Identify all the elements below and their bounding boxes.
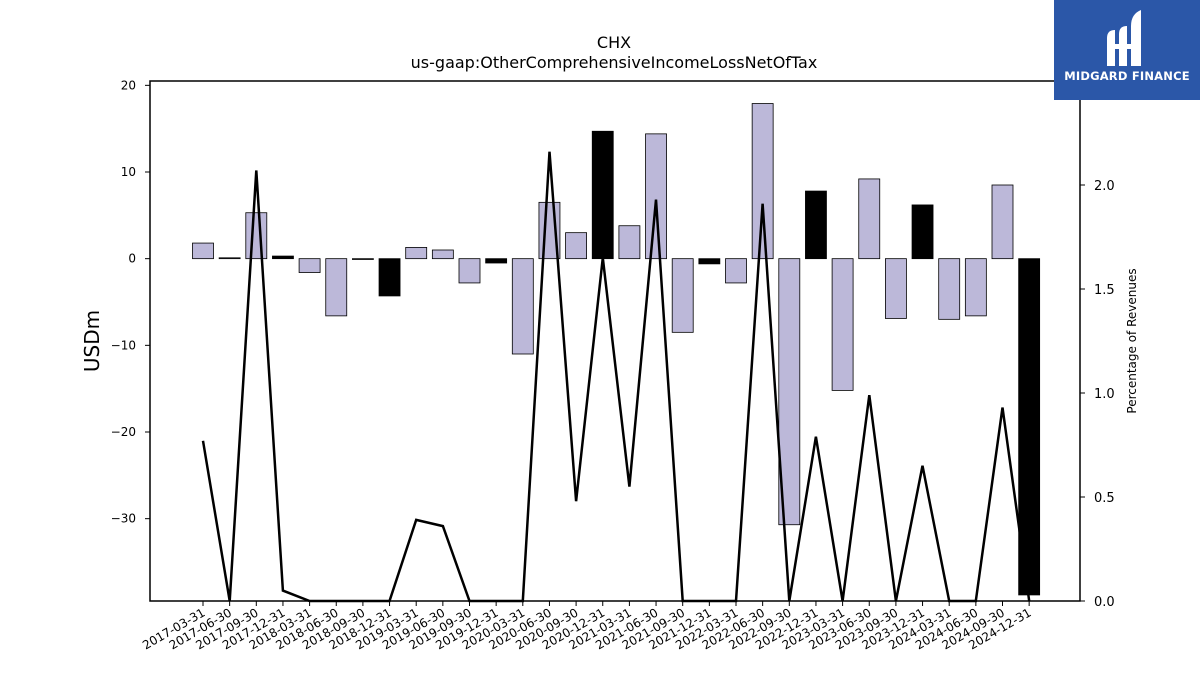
bar (405, 246, 428, 260)
bar (351, 258, 374, 260)
bar (565, 232, 587, 260)
bar (192, 242, 214, 260)
bar (858, 178, 881, 260)
bar (245, 212, 268, 260)
midgard-finance-logo: MIDGARD FINANCE (1054, 0, 1200, 100)
bar (485, 258, 508, 264)
plot-frame (149, 80, 1081, 602)
revenue-percentage-line (201, 151, 1031, 603)
y-tick-label: −10 (111, 338, 136, 352)
chart-subtitle: us-gaap:OtherComprehensiveIncomeLossNetO… (411, 53, 818, 72)
bar (591, 130, 614, 260)
bar (751, 103, 774, 260)
bar (805, 190, 827, 260)
bar (431, 249, 454, 260)
bar (378, 258, 401, 297)
y2-tick-label: 1.5 (1094, 283, 1115, 298)
bar (698, 258, 721, 265)
bar-series (192, 103, 1041, 596)
bar (458, 258, 481, 284)
bar (831, 258, 854, 391)
logo-text: MIDGARD FINANCE (1064, 69, 1190, 83)
bar (725, 258, 747, 284)
bar (778, 258, 801, 526)
bar (618, 225, 641, 260)
y2-tick-label: 0.5 (1094, 491, 1115, 506)
bar (911, 204, 934, 260)
y-tick-label: −30 (111, 512, 136, 526)
chart-title: CHX (597, 33, 631, 52)
bar (645, 133, 667, 260)
y2-tick-label: 2.0 (1094, 179, 1115, 194)
line-series (201, 151, 1031, 603)
y-tick-label: 10 (121, 165, 136, 179)
mh-monogram-icon (1107, 10, 1141, 66)
y2-tick-label: 0.0 (1094, 595, 1115, 610)
axes: 20100−10−20−300.00.51.01.52.02017-03-312… (111, 78, 1115, 652)
bar (938, 258, 961, 320)
bar (511, 258, 534, 355)
y2-tick-label: 1.0 (1094, 387, 1115, 402)
bar (964, 258, 987, 317)
y2-axis-label: Percentage of Revenues (1125, 268, 1139, 413)
bar (671, 258, 694, 333)
y-tick-label: 0 (128, 252, 136, 266)
bar (298, 258, 321, 273)
y-tick-label: −20 (111, 425, 136, 439)
y-axis-label: USDm (80, 310, 104, 372)
bar (885, 258, 907, 319)
y-tick-label: 20 (121, 78, 136, 92)
bar (991, 184, 1014, 260)
bar (272, 255, 294, 260)
bar (218, 257, 241, 260)
bar (325, 258, 348, 317)
